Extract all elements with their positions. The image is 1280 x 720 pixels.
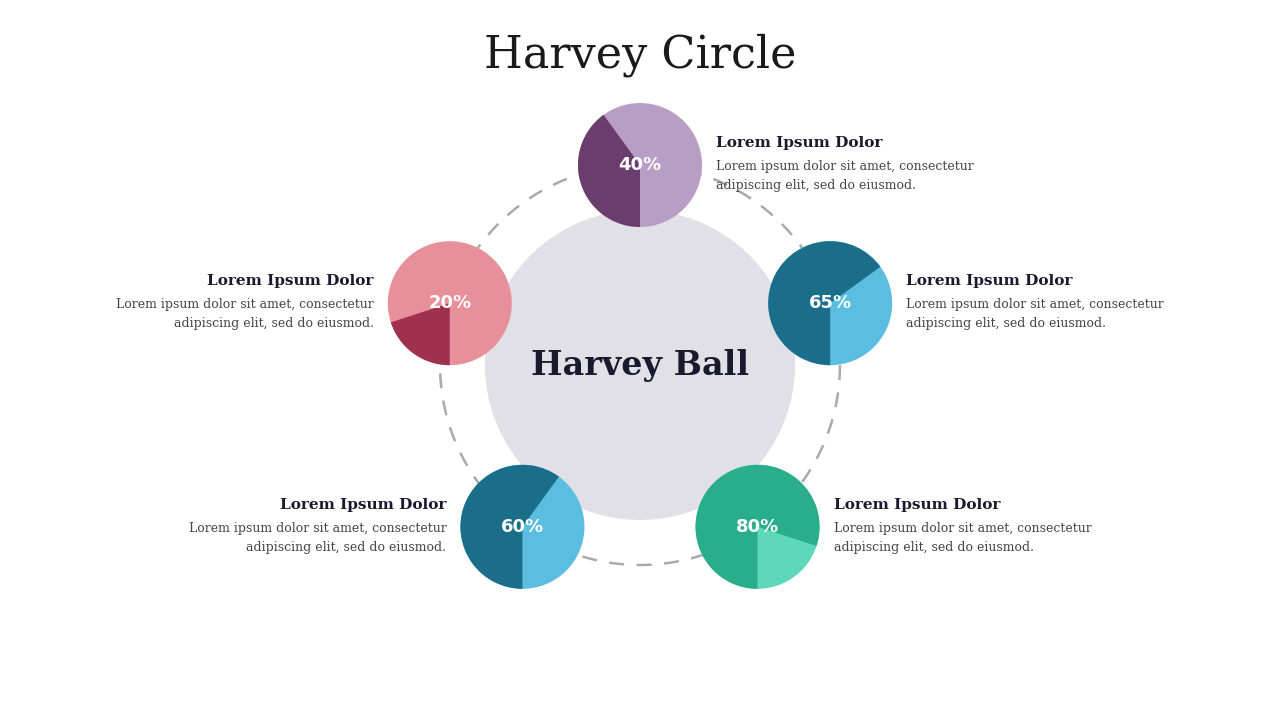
Text: Harvey Ball: Harvey Ball: [531, 348, 749, 382]
Text: Lorem Ipsum Dolor: Lorem Ipsum Dolor: [280, 498, 447, 512]
Circle shape: [388, 241, 512, 365]
Text: Lorem ipsum dolor sit amet, consectetur
adipiscing elit, sed do eiusmod.: Lorem ipsum dolor sit amet, consectetur …: [188, 522, 447, 554]
Text: Lorem ipsum dolor sit amet, consectetur
adipiscing elit, sed do eiusmod.: Lorem ipsum dolor sit amet, consectetur …: [116, 298, 374, 330]
Text: Lorem Ipsum Dolor: Lorem Ipsum Dolor: [716, 136, 882, 150]
Wedge shape: [461, 465, 559, 589]
Text: Lorem Ipsum Dolor: Lorem Ipsum Dolor: [906, 274, 1073, 288]
Text: Lorem ipsum dolor sit amet, consectetur
adipiscing elit, sed do eiusmod.: Lorem ipsum dolor sit amet, consectetur …: [906, 298, 1164, 330]
Text: Lorem ipsum dolor sit amet, consectetur
adipiscing elit, sed do eiusmod.: Lorem ipsum dolor sit amet, consectetur …: [716, 160, 974, 192]
Text: 80%: 80%: [736, 518, 780, 536]
Text: Lorem Ipsum Dolor: Lorem Ipsum Dolor: [207, 274, 374, 288]
Circle shape: [485, 210, 795, 520]
Text: Lorem ipsum dolor sit amet, consectetur
adipiscing elit, sed do eiusmod.: Lorem ipsum dolor sit amet, consectetur …: [833, 522, 1092, 554]
Text: 20%: 20%: [429, 294, 471, 312]
Text: 60%: 60%: [500, 518, 544, 536]
Circle shape: [768, 241, 892, 365]
Text: 65%: 65%: [809, 294, 851, 312]
Text: Lorem Ipsum Dolor: Lorem Ipsum Dolor: [833, 498, 1000, 512]
Text: 40%: 40%: [618, 156, 662, 174]
Wedge shape: [768, 241, 881, 365]
Circle shape: [579, 103, 701, 227]
Wedge shape: [390, 303, 449, 365]
Text: Harvey Circle: Harvey Circle: [484, 33, 796, 77]
Wedge shape: [579, 115, 640, 227]
Wedge shape: [695, 465, 819, 589]
Circle shape: [695, 465, 819, 589]
Circle shape: [461, 465, 585, 589]
